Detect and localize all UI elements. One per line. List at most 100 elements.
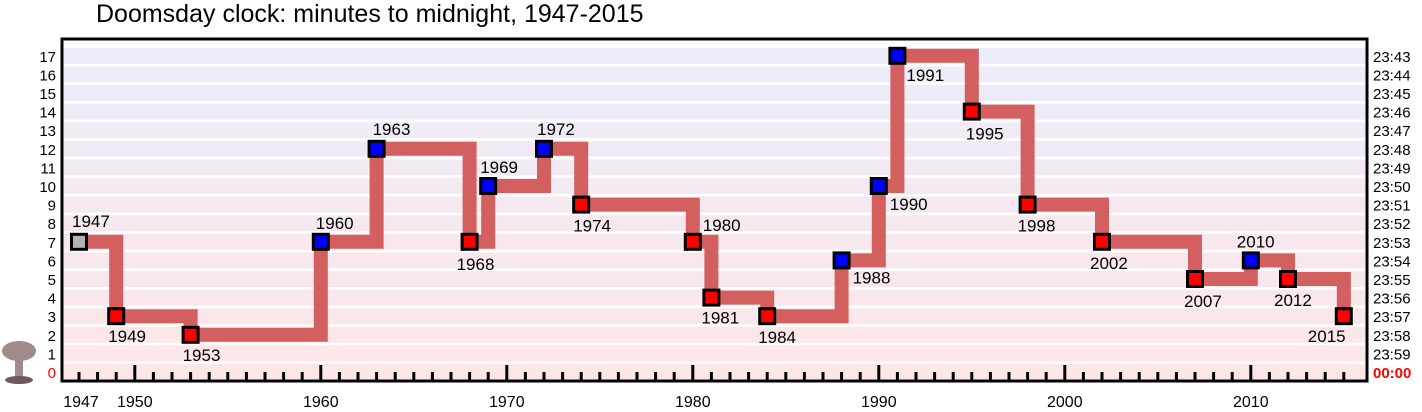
marker-1953 [181,325,200,344]
x-tick-label: 1960 [303,394,339,411]
y-left-tick-label: 10 [39,179,56,196]
mushroom-cap [2,341,36,361]
x-tick-label: 1990 [861,394,897,411]
grid-band [64,85,1365,101]
x-tick-label: 1980 [675,394,711,411]
y-left-tick-label: 4 [48,291,56,308]
point-label-1990: 1990 [890,195,928,214]
y-right-tick-label: 00:00 [1373,365,1411,382]
point-label-1980: 1980 [703,216,741,235]
grid-band [64,140,1365,157]
y-right-tick-label: 23:43 [1373,49,1411,66]
y-left-tick-label: 17 [39,49,56,66]
grid-band [64,66,1365,83]
point-label-1988: 1988 [853,268,891,287]
x-tick-label: 1947 [63,394,99,411]
y-right-tick-label: 23:53 [1373,235,1411,252]
chart-title: Doomsday clock: minutes to midnight, 194… [96,0,644,28]
y-right-tick-label: 23:52 [1373,216,1411,233]
y-left-tick-label: 8 [48,216,56,233]
y-right-tick-label: 23:58 [1373,328,1411,345]
grid-band [64,122,1365,139]
marker-1947 [70,232,88,251]
y-right-tick-label: 23:49 [1373,160,1411,177]
marker-2010 [1241,251,1260,270]
grid-band [64,103,1365,120]
point-label-2012: 2012 [1274,291,1312,310]
point-label-1995: 1995 [966,125,1004,144]
y-left-tick-label: 13 [39,123,56,140]
grid-band [64,326,1365,343]
y-right-tick-label: 23:59 [1373,346,1411,363]
grid-band [64,364,1365,379]
marker-2012 [1279,270,1297,288]
y-left-tick-label: 11 [40,160,56,177]
y-right-tick-label: 23:57 [1373,309,1411,326]
mushroom-cloud-icon [2,341,36,384]
y-right-tick-label: 23:50 [1373,179,1411,196]
marker-2002 [1093,232,1111,251]
background-bands [64,47,1365,379]
marker-1972 [535,139,553,158]
point-label-2010: 2010 [1237,232,1275,251]
y-right-tick-label: 23:54 [1373,253,1411,270]
marker-1980 [683,232,702,251]
point-label-1972: 1972 [537,120,575,139]
marker-1949 [107,307,126,326]
marker-1968 [460,232,479,251]
point-label-1949: 1949 [108,327,146,346]
point-label-2015: 2015 [1308,327,1346,346]
y-right-tick-label: 23:46 [1373,105,1411,122]
marker-1991 [888,46,907,65]
x-tick-label: 2010 [1233,394,1269,411]
point-label-1991: 1991 [906,66,944,85]
grid-band [64,47,1365,64]
y-right-tick-label: 23:48 [1373,142,1411,159]
y-right-tick-label: 23:51 [1373,198,1411,215]
point-label-1963: 1963 [373,120,411,139]
marker-1995 [962,102,981,121]
grid-band [64,308,1365,325]
point-label-1974: 1974 [573,217,611,236]
y-left-tick-label: 3 [48,309,56,326]
marker-1974 [572,195,591,214]
grid-band [64,196,1365,213]
y-left-tick-label: 5 [48,272,56,289]
y-left-tick-label: 16 [39,67,56,84]
plot-frame [60,37,1369,383]
point-label-2002: 2002 [1090,254,1128,273]
marker-1981 [702,288,721,307]
grid-band [64,178,1365,194]
point-label-1984: 1984 [758,328,796,347]
grid-band [64,345,1365,362]
y-right-tick-label: 23:56 [1373,291,1411,308]
point-label-1969: 1969 [480,158,518,177]
point-label-1953: 1953 [183,346,221,365]
point-label-1998: 1998 [1018,217,1056,236]
y-left-tick-label: 14 [39,105,56,122]
grid-band [64,215,1365,232]
y-left-tick-label: 15 [39,86,56,103]
y-axes: 0123456789101112131415161700:0023:5923:5… [39,49,1411,382]
grid-band [64,159,1365,176]
y-right-tick-label: 23:47 [1373,123,1411,140]
marker-1969 [479,177,498,195]
y-right-tick-label: 23:55 [1373,272,1411,289]
marker-1998 [1018,195,1037,214]
y-left-tick-label: 6 [48,253,56,270]
marker-2015 [1334,307,1353,326]
marker-1988 [832,251,851,270]
data-markers [70,46,1353,344]
x-tick-label: 1970 [489,394,525,411]
y-left-tick-label: 7 [48,235,56,252]
mushroom-stem [15,357,23,379]
y-left-tick-label: 12 [39,142,56,159]
x-tick-label: 2000 [1047,394,1083,411]
point-label-1960: 1960 [316,214,354,233]
y-right-tick-label: 23:45 [1373,86,1411,103]
y-left-tick-label: 0 [48,365,56,382]
marker-2007 [1186,270,1204,288]
point-labels: 1947 1949 1953 1960 1963 1968 1969 1972 1974 1980… [72,66,1346,365]
y-right-tick-label: 23:44 [1373,67,1411,84]
